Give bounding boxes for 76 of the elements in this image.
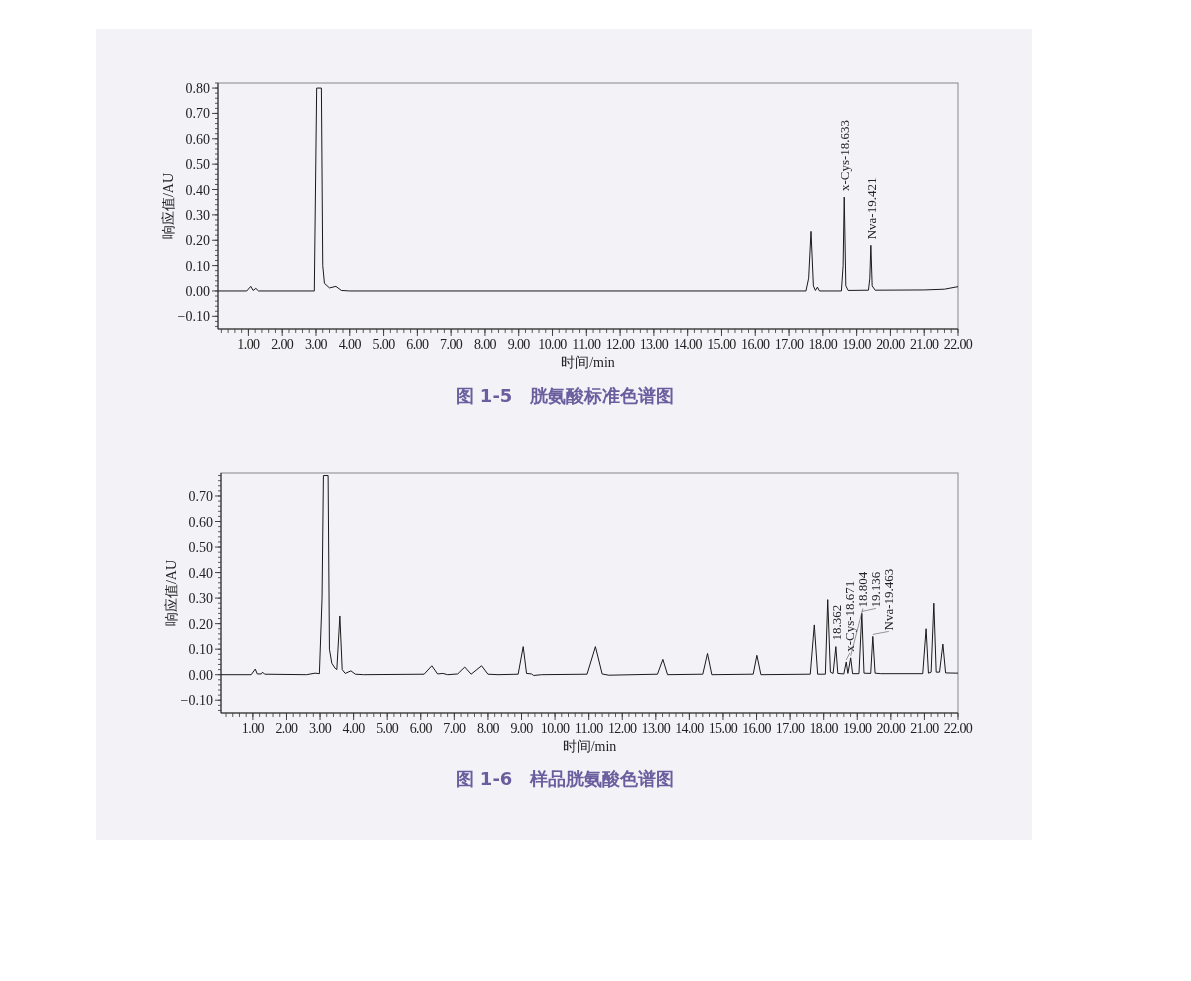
x-tick-label: 12.00: [605, 337, 635, 352]
annotation: 18.804: [854, 571, 870, 608]
annotation: x-Cys-18.633: [837, 120, 853, 192]
y-tick-label: 0.10: [185, 258, 210, 274]
annotation: x-Cys-18.671: [841, 580, 857, 652]
x-axis-title: 时间/min: [562, 739, 617, 754]
x-tick-label: 17.00: [774, 337, 804, 352]
x-tick-label: 4.00: [338, 337, 361, 352]
x-tick-label: 20.00: [876, 721, 906, 736]
x-tick-label: 3.00: [309, 721, 332, 736]
x-tick-label: 15.00: [707, 337, 736, 352]
x-tick-label: 16.00: [741, 337, 770, 352]
x-tick-label: 21.00: [909, 337, 939, 352]
y-tick-label: −0.10: [177, 309, 210, 325]
x-tick-label: 21.00: [910, 721, 939, 736]
x-tick-label: 12.00: [608, 721, 637, 736]
x-tick-label: 18.00: [809, 721, 838, 736]
x-tick-label: 8.00: [473, 337, 496, 352]
x-tick-label: 10.00: [538, 337, 567, 352]
x-tick-label: 11.00: [572, 337, 601, 352]
y-tick-label: 0.00: [188, 667, 213, 683]
x-tick-label: 4.00: [342, 721, 365, 736]
y-tick-label: 0.10: [188, 642, 213, 658]
y-axis-title: 响应值/AU: [164, 559, 179, 627]
x-tick-label: 14.00: [673, 337, 702, 352]
annotation: 19.136: [867, 571, 883, 608]
x-tick-label: 22.00: [943, 721, 973, 736]
title: 图 1-5 胱氨酸标准色谱图: [455, 385, 675, 406]
x-tick-label: 18.00: [808, 337, 838, 352]
y-tick-label: 0.60: [185, 131, 210, 147]
x-tick-label: 9.00: [510, 721, 533, 736]
x-tick-label: 1.00: [237, 337, 260, 352]
y-tick-label: 0.50: [185, 157, 210, 173]
y-tick-label: 0.20: [185, 233, 210, 249]
y-tick-label: 0.00: [185, 283, 210, 299]
annotation: Nva-19.421: [863, 177, 879, 240]
x-tick-label: 22.00: [943, 337, 973, 352]
x-tick-label: 16.00: [742, 721, 771, 736]
x-axis-title: 时间/min: [561, 355, 615, 370]
x-tick-label: 19.00: [842, 337, 871, 352]
y-tick-label: 0.80: [185, 81, 210, 97]
x-tick-label: 2.00: [275, 721, 298, 736]
x-tick-label: 5.00: [376, 721, 399, 736]
x-tick-label: 6.00: [409, 721, 432, 736]
x-tick-label: 2.00: [271, 337, 294, 352]
x-tick-label: 11.00: [574, 721, 603, 736]
x-tick-label: 9.00: [507, 337, 530, 352]
x-tick-label: 6.00: [406, 337, 429, 352]
y-tick-label: 0.30: [188, 591, 213, 607]
x-tick-label: 10.00: [540, 721, 570, 736]
y-tick-label: 0.70: [185, 106, 210, 122]
y-tick-label: 0.50: [188, 540, 213, 556]
annotation: 18.362: [828, 604, 844, 641]
y-tick-label: 0.60: [188, 514, 213, 530]
x-tick-label: 3.00: [304, 337, 328, 352]
y-tick-label: −0.10: [180, 693, 213, 709]
x-tick-label: 13.00: [639, 337, 669, 352]
y-axis-title: 响应值/AU: [161, 172, 176, 240]
x-tick-label: 5.00: [372, 337, 395, 352]
x-tick-label: 13.00: [641, 721, 671, 736]
x-tick-label: 1.00: [241, 721, 264, 736]
x-tick-label: 7.00: [443, 721, 466, 736]
x-tick-label: 15.00: [708, 721, 738, 736]
x-tick-label: 14.00: [675, 721, 704, 736]
x-tick-label: 7.00: [440, 337, 463, 352]
x-tick-label: 19.00: [843, 721, 872, 736]
y-tick-label: 0.20: [188, 616, 213, 632]
x-tick-label: 17.00: [775, 721, 805, 736]
y-tick-label: 0.30: [185, 207, 210, 223]
y-tick-label: 0.40: [188, 565, 213, 581]
x-tick-label: 20.00: [876, 337, 905, 352]
title: 图 1-6 样品胱氨酸色谱图: [455, 768, 675, 789]
annotation: Nva-19.463: [880, 568, 896, 631]
y-tick-label: 0.70: [188, 489, 213, 504]
y-tick-label: 0.40: [185, 182, 210, 198]
x-tick-label: 8.00: [476, 721, 499, 736]
